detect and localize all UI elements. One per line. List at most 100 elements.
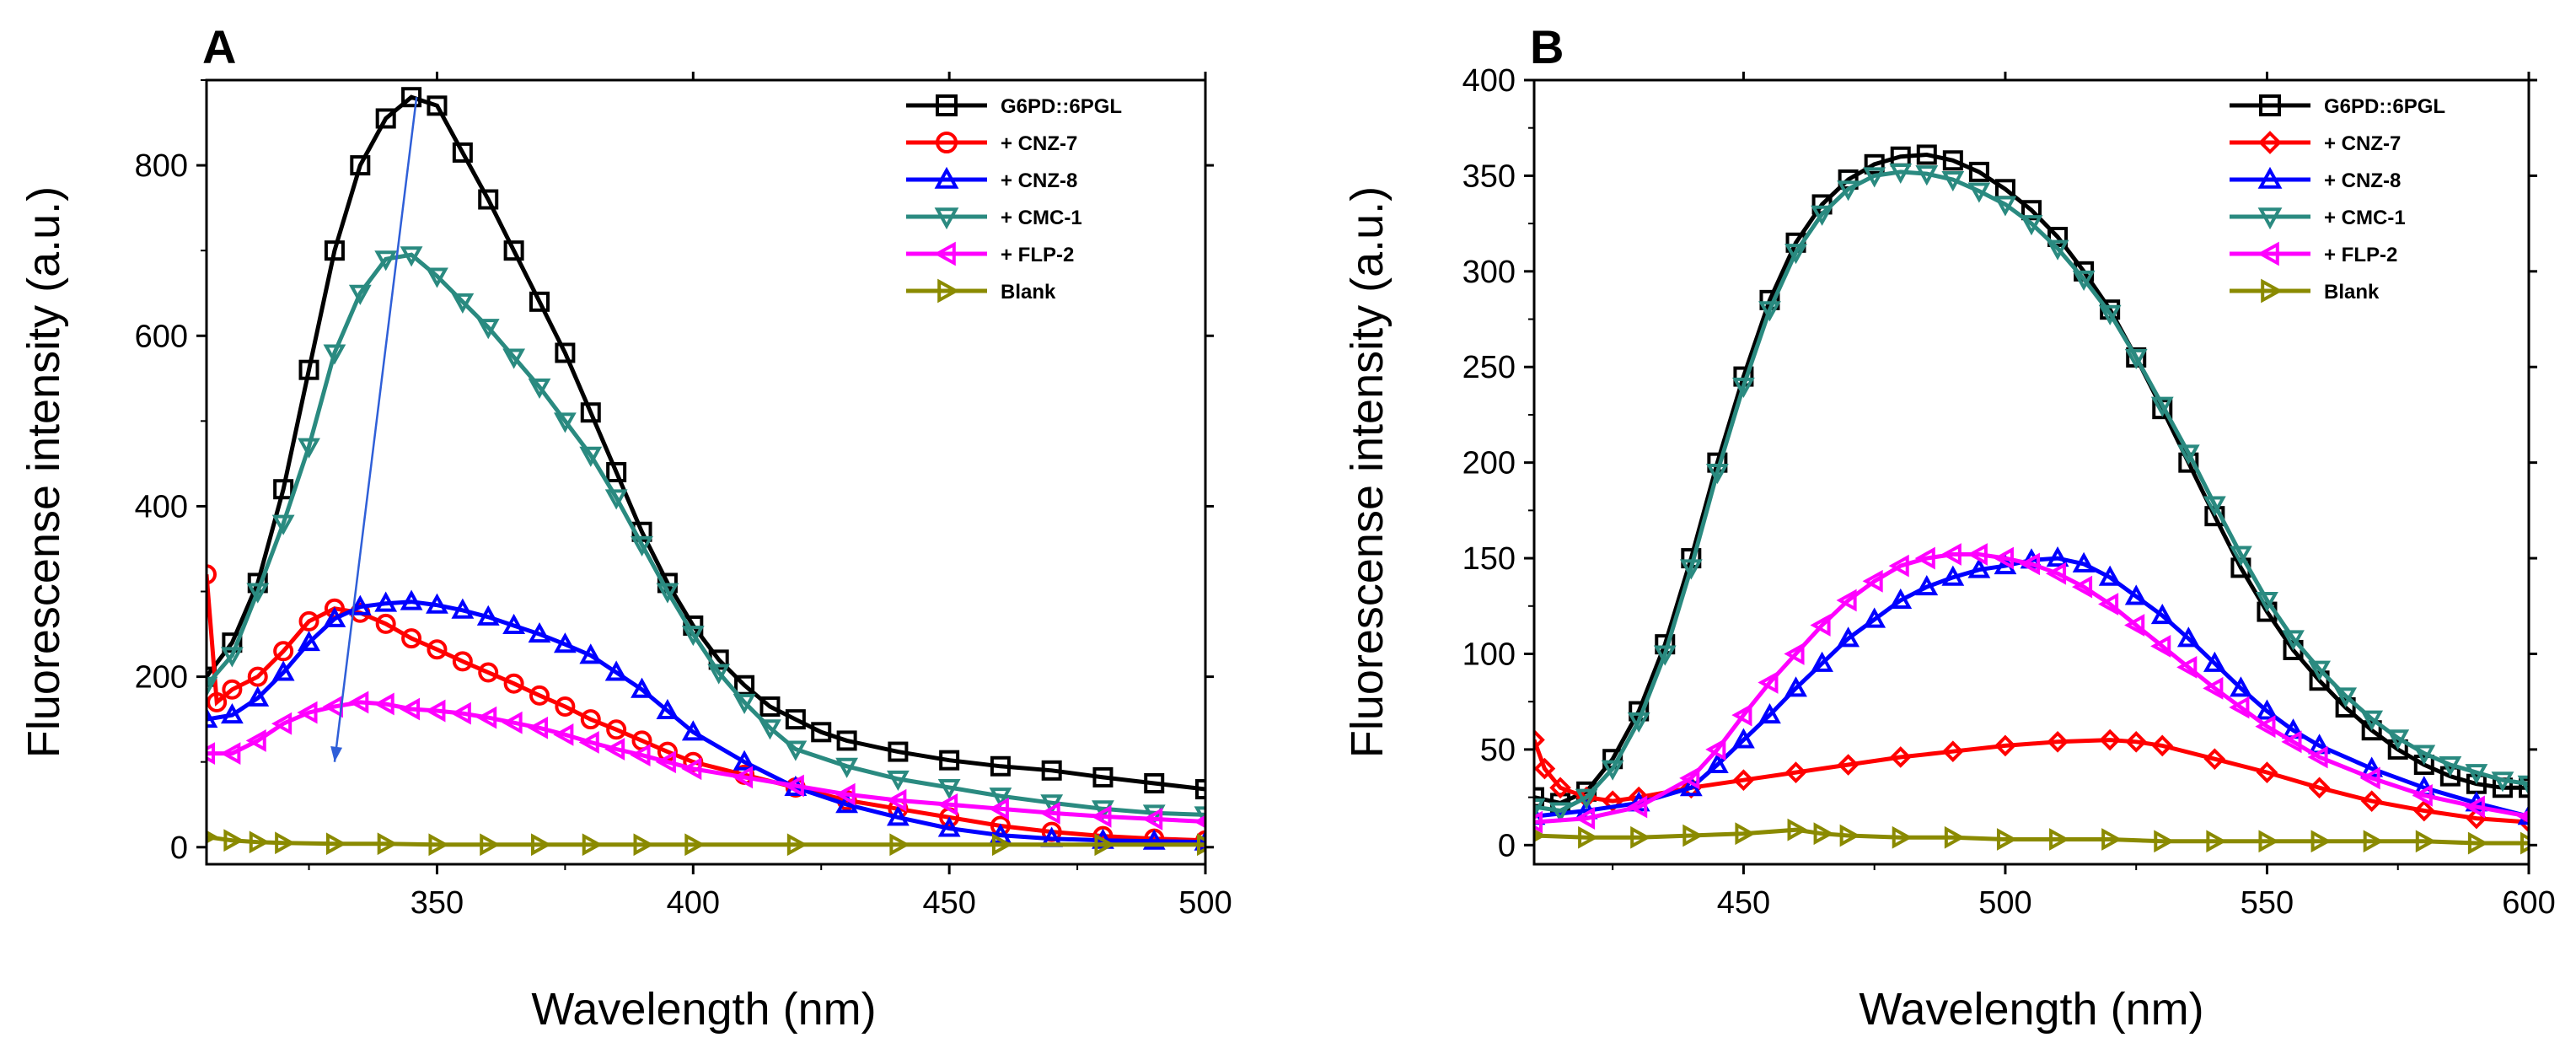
data-point bbox=[2021, 200, 2042, 221]
data-point bbox=[1091, 804, 1112, 828]
data-point bbox=[655, 750, 676, 774]
data-point bbox=[1142, 829, 1166, 850]
data-point bbox=[553, 723, 574, 746]
data-point bbox=[503, 240, 524, 261]
data-point bbox=[348, 284, 372, 305]
data-point bbox=[1682, 824, 1704, 847]
data-point bbox=[1787, 818, 1808, 841]
legend-label: G6PD::6PGL bbox=[2324, 95, 2445, 118]
data-point bbox=[1197, 833, 1205, 857]
data-point bbox=[374, 250, 398, 271]
data-point bbox=[1142, 808, 1163, 831]
data-point bbox=[886, 770, 910, 792]
x-axis-title: Wavelength (nm) bbox=[1859, 984, 2203, 1035]
data-point bbox=[1194, 806, 1205, 827]
series-line bbox=[1534, 738, 2529, 825]
data-point bbox=[476, 706, 497, 729]
data-point bbox=[220, 647, 244, 668]
data-point bbox=[1863, 167, 1886, 188]
data-point bbox=[579, 446, 603, 467]
data-point bbox=[553, 632, 577, 653]
legend-label: + FLP-2 bbox=[2324, 244, 2397, 266]
legend-label: + FLP-2 bbox=[1001, 244, 1074, 266]
data-point bbox=[835, 757, 859, 778]
data-point bbox=[207, 707, 218, 728]
data-point bbox=[207, 564, 217, 585]
data-point bbox=[1944, 825, 1965, 849]
data-point bbox=[1837, 180, 1860, 202]
x-tick-label: 600 bbox=[2502, 885, 2555, 921]
legend-label: + CMC-1 bbox=[2324, 207, 2406, 229]
data-point bbox=[452, 142, 473, 163]
data-point bbox=[1914, 546, 1935, 570]
legend-marker bbox=[936, 94, 958, 116]
data-point bbox=[1784, 642, 1805, 665]
data-point bbox=[2413, 755, 2434, 776]
data-point bbox=[886, 788, 907, 812]
legend-item: + CNZ-8 bbox=[2230, 166, 2401, 192]
data-point bbox=[2412, 799, 2435, 822]
data-point bbox=[246, 583, 270, 604]
data-point bbox=[2071, 575, 2093, 599]
data-point bbox=[553, 412, 577, 433]
data-point bbox=[1811, 205, 1833, 226]
data-point bbox=[1758, 301, 1781, 322]
data-point bbox=[271, 712, 292, 735]
data-point bbox=[606, 719, 627, 740]
legend-label: + CNZ-8 bbox=[2324, 169, 2401, 192]
legend-item: + CNZ-7 bbox=[906, 132, 1077, 155]
data-point bbox=[1942, 740, 1964, 762]
data-point bbox=[937, 816, 961, 837]
data-point bbox=[656, 698, 679, 720]
data-point bbox=[734, 675, 755, 696]
data-point bbox=[399, 697, 421, 721]
data-point bbox=[1732, 769, 1755, 792]
legend-marker bbox=[2259, 94, 2281, 116]
data-point bbox=[1784, 676, 1807, 697]
data-point bbox=[428, 833, 449, 857]
data-point bbox=[1194, 830, 1205, 851]
data-point bbox=[888, 741, 909, 762]
legend-marker bbox=[2257, 166, 2283, 189]
data-point bbox=[681, 720, 705, 741]
data-point bbox=[1039, 801, 1060, 825]
data-point bbox=[1889, 163, 1913, 184]
data-point bbox=[2334, 687, 2358, 708]
y-tick-label: 200 bbox=[1462, 446, 1516, 481]
data-point bbox=[681, 626, 705, 647]
data-point bbox=[2206, 830, 2227, 853]
x-tick-label: 350 bbox=[411, 885, 464, 921]
data-point bbox=[1758, 671, 1779, 694]
data-point bbox=[1915, 574, 1939, 596]
series-line bbox=[207, 599, 1205, 845]
legend-marker bbox=[934, 207, 959, 230]
data-point bbox=[325, 832, 347, 856]
data-point bbox=[2047, 227, 2069, 247]
data-point bbox=[2049, 828, 2070, 851]
data-point bbox=[401, 87, 422, 108]
data-point bbox=[2517, 775, 2529, 796]
data-point bbox=[1601, 760, 1624, 781]
data-point bbox=[529, 291, 550, 312]
data-point bbox=[1534, 798, 1546, 820]
data-point bbox=[220, 742, 241, 765]
data-point bbox=[989, 823, 1012, 844]
data-point bbox=[2412, 745, 2436, 766]
y-tick-label: 400 bbox=[1462, 63, 1516, 99]
data-point bbox=[2230, 546, 2252, 567]
legend-label: + CNZ-7 bbox=[1001, 132, 1077, 155]
data-point bbox=[528, 621, 551, 643]
x-axis-title: Wavelength (nm) bbox=[531, 984, 876, 1035]
data-point bbox=[2098, 593, 2119, 616]
data-point bbox=[271, 660, 295, 681]
data-point bbox=[939, 750, 960, 771]
series-layer bbox=[1534, 144, 2529, 855]
data-point bbox=[1811, 651, 1833, 672]
legend-item: + FLP-2 bbox=[906, 241, 1074, 266]
data-point bbox=[503, 673, 524, 694]
data-point bbox=[1534, 728, 1545, 751]
data-point bbox=[476, 605, 500, 626]
data-point bbox=[1534, 787, 1544, 808]
legend-item: + CMC-1 bbox=[2230, 207, 2406, 230]
data-point bbox=[2282, 630, 2305, 651]
